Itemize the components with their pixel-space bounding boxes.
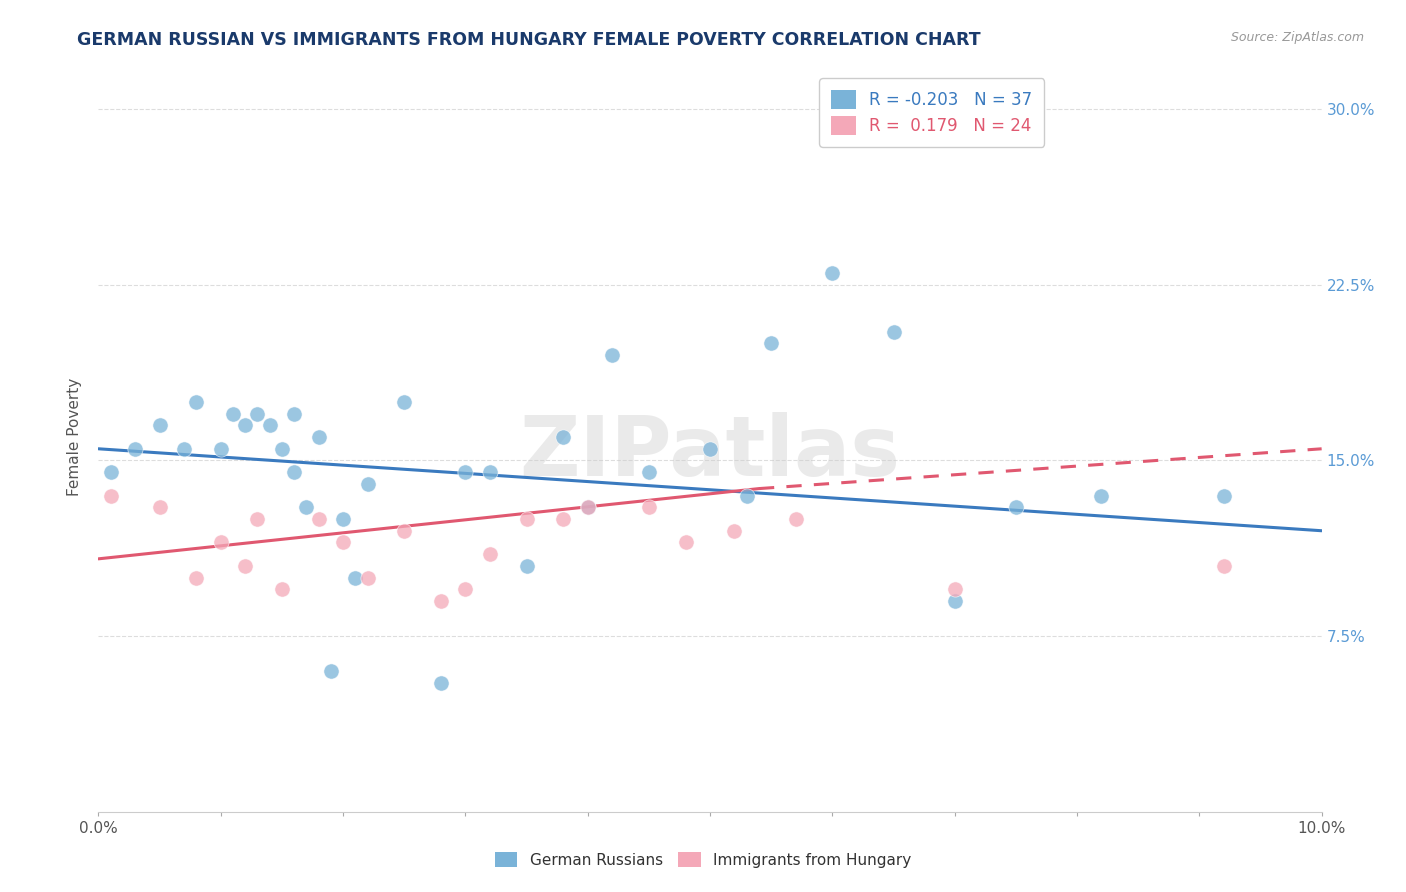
Point (478, 547, 501, 561)
Point (883, 325, 905, 339)
Point (392, 395, 416, 409)
Text: ZIPatlas: ZIPatlas (520, 411, 900, 492)
Point (100, 465, 122, 479)
Point (332, 512, 354, 526)
Point (1212, 489, 1234, 503)
Point (259, 418, 281, 433)
Point (454, 465, 477, 479)
Text: GERMAN RUSSIAN VS IMMIGRANTS FROM HUNGARY FEMALE POVERTY CORRELATION CHART: GERMAN RUSSIAN VS IMMIGRANTS FROM HUNGAR… (77, 31, 981, 49)
Point (356, 571, 378, 585)
Point (270, 442, 292, 456)
Point (149, 500, 172, 515)
Point (319, 664, 342, 679)
Point (576, 500, 599, 515)
Point (637, 465, 661, 479)
Point (637, 500, 661, 515)
Legend: German Russians, Immigrants from Hungary: German Russians, Immigrants from Hungary (486, 844, 920, 875)
Point (100, 489, 122, 503)
Point (516, 558, 538, 573)
Point (430, 676, 453, 690)
Point (308, 430, 330, 444)
Point (785, 512, 807, 526)
Legend: R = -0.203   N = 37, R =  0.179   N = 24: R = -0.203 N = 37, R = 0.179 N = 24 (820, 78, 1045, 147)
Point (186, 571, 208, 585)
Point (454, 582, 477, 597)
Point (295, 500, 318, 515)
Point (821, 266, 844, 280)
Point (699, 442, 721, 456)
Point (943, 582, 966, 597)
Point (392, 524, 416, 538)
Point (723, 524, 745, 538)
Point (600, 348, 623, 362)
Point (943, 594, 966, 608)
Point (478, 465, 501, 479)
Point (553, 512, 575, 526)
Point (233, 558, 256, 573)
Point (246, 512, 269, 526)
Point (344, 571, 367, 585)
Point (209, 535, 232, 549)
Y-axis label: Female Poverty: Female Poverty (67, 378, 83, 496)
Point (308, 512, 330, 526)
Point (332, 535, 354, 549)
Point (553, 430, 575, 444)
Point (675, 535, 697, 549)
Point (173, 442, 195, 456)
Point (759, 336, 782, 351)
Point (222, 407, 245, 421)
Point (270, 582, 292, 597)
Point (149, 418, 172, 433)
Point (209, 442, 232, 456)
Point (1090, 489, 1112, 503)
Text: Source: ZipAtlas.com: Source: ZipAtlas.com (1230, 31, 1364, 45)
Point (516, 512, 538, 526)
Point (576, 500, 599, 515)
Point (430, 594, 453, 608)
Point (233, 418, 256, 433)
Point (356, 476, 378, 491)
Point (283, 465, 305, 479)
Point (186, 395, 208, 409)
Point (735, 489, 758, 503)
Point (246, 407, 269, 421)
Point (283, 407, 305, 421)
Point (124, 442, 146, 456)
Point (1212, 558, 1234, 573)
Point (1004, 500, 1026, 515)
